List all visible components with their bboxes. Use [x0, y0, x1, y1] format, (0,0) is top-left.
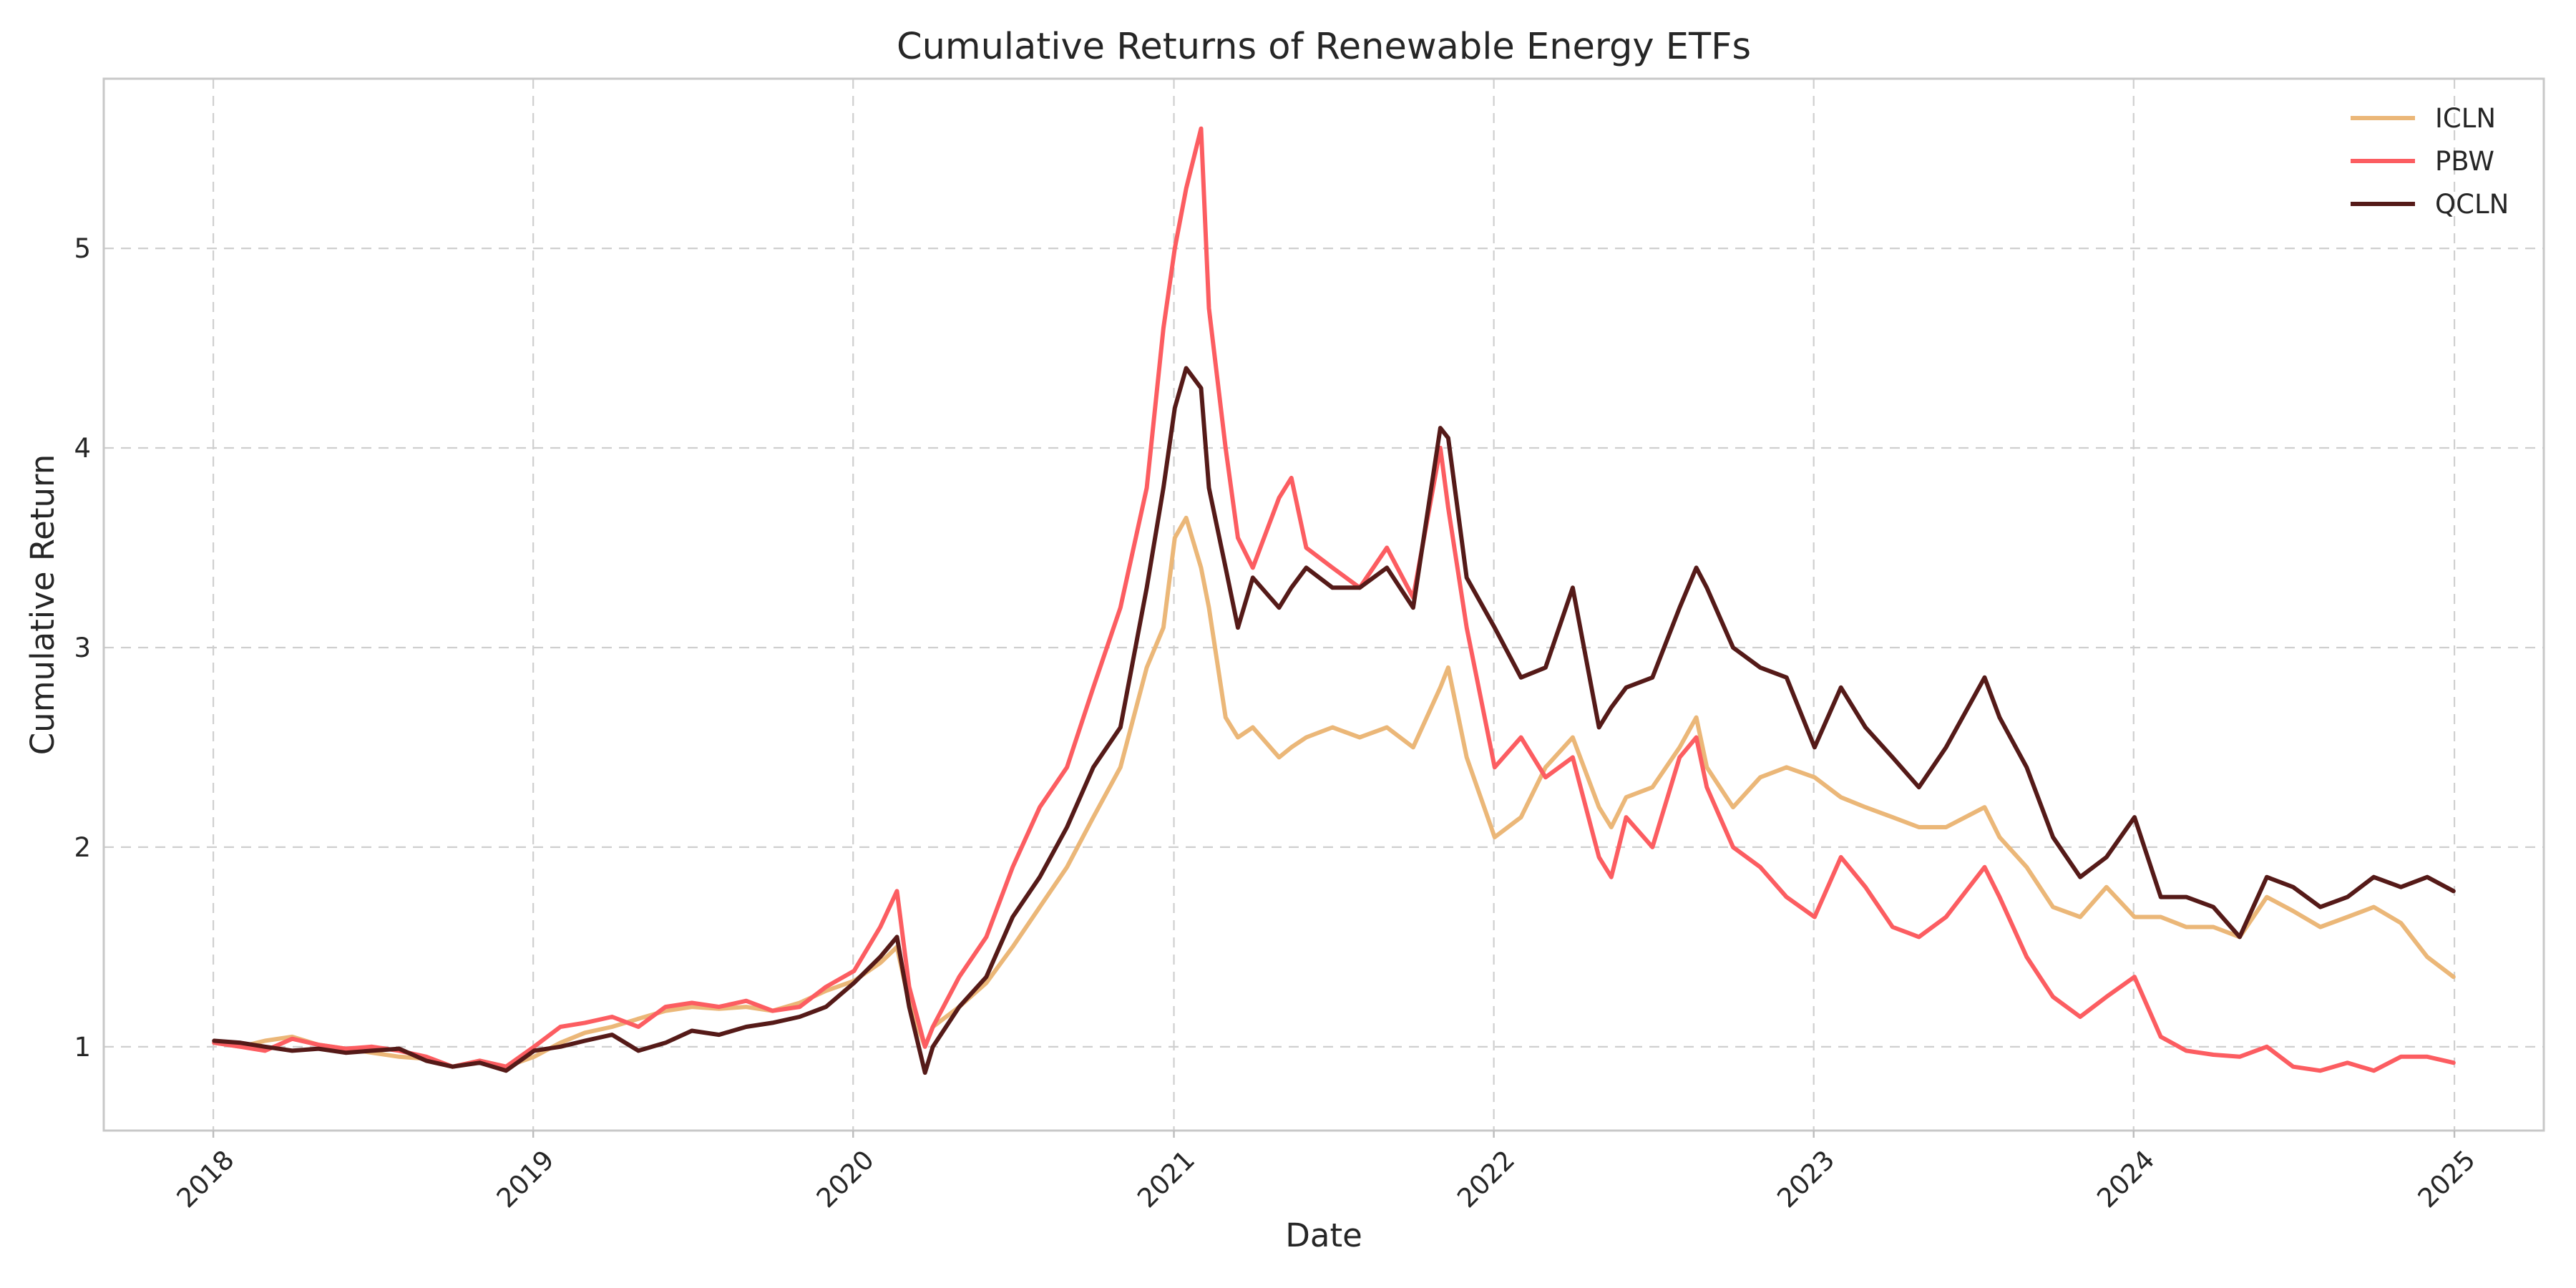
- y-tick-label: 1: [74, 1032, 91, 1063]
- legend-label-pbw: PBW: [2435, 146, 2494, 177]
- x-tick-label: 2024: [2091, 1144, 2160, 1214]
- y-tick-label: 4: [74, 433, 91, 464]
- chart-title: Cumulative Returns of Renewable Energy E…: [897, 26, 1751, 68]
- x-tick-label: 2022: [1451, 1144, 1521, 1214]
- x-tick-label: 2023: [1771, 1144, 1840, 1214]
- y-tick-label: 2: [74, 832, 91, 863]
- y-axis-label: Cumulative Return: [24, 454, 62, 755]
- plot-area-frame: [102, 77, 2545, 1132]
- series-line-qcln: [212, 366, 2456, 1075]
- y-tick-label: 5: [74, 233, 91, 264]
- legend: ICLN PBW QCLN: [2351, 103, 2509, 220]
- x-tick-label: 2021: [1131, 1144, 1201, 1214]
- y-tick-label: 3: [74, 633, 91, 663]
- x-tick-label: 2020: [811, 1144, 880, 1214]
- axis-ticks: 1 2 3 4 5 2018 2019 2020 2021 2022 2023 2024 2025: [74, 233, 2481, 1214]
- grid-lines: [104, 79, 2544, 1131]
- x-tick-label: 2025: [2412, 1144, 2482, 1214]
- x-tick-label: 2019: [491, 1144, 560, 1214]
- x-axis-label: Date: [1285, 1216, 1362, 1254]
- legend-label-icln: ICLN: [2435, 103, 2496, 134]
- series-line-icln: [212, 515, 2456, 1069]
- x-tick-label: 2018: [171, 1144, 240, 1214]
- series-lines: [212, 126, 2456, 1075]
- legend-label-qcln: QCLN: [2435, 189, 2509, 220]
- series-line-pbw: [212, 126, 2456, 1073]
